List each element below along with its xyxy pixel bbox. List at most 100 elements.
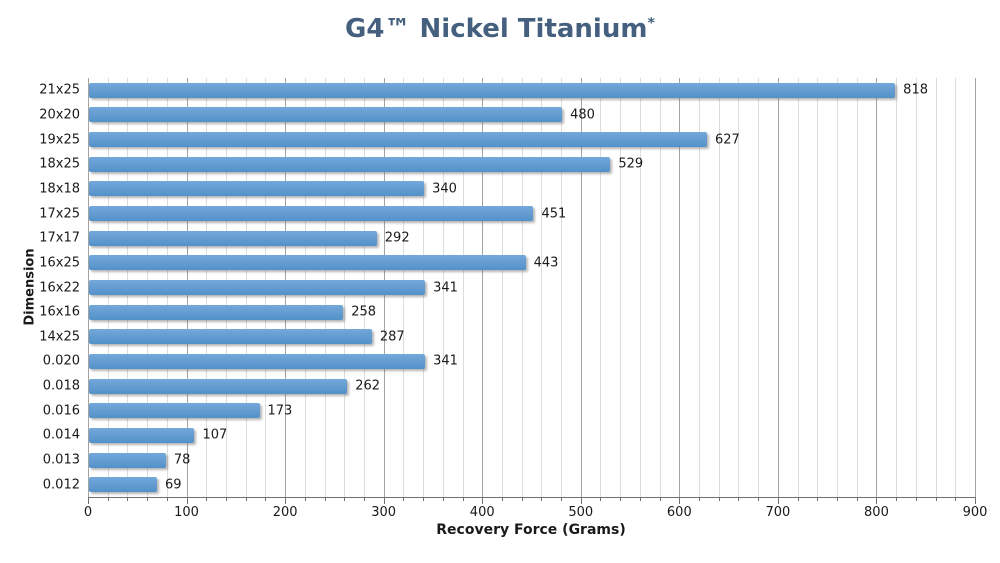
x-axis-tick [718,497,720,501]
gridline-minor [896,78,898,497]
x-axis-tick [935,497,937,501]
bar [89,427,195,443]
chart-title-text: G4™ Nickel Titanium [345,14,648,44]
x-axis-tick [127,497,129,501]
x-axis-tick [324,497,326,501]
bar [89,378,348,394]
y-tick-label: 17x17 [39,230,80,246]
gridline-minor [718,78,720,497]
y-tick-label: 0.016 [42,403,80,419]
gridline-major [876,78,878,497]
y-tick-label: 16x22 [39,280,80,295]
x-axis-tick [521,497,523,501]
y-tick-label: 19x25 [39,132,80,148]
y-tick-label: 0.013 [42,452,80,468]
x-axis-tick [245,497,247,501]
chart-title-asterisk: * [647,15,655,32]
x-tick-label: 600 [666,505,692,520]
x-axis-tick [876,497,878,504]
bar-value-label: 287 [379,329,405,345]
gridline-major [88,78,89,497]
bar [89,156,611,172]
y-tick-label: 21x25 [39,82,80,98]
x-axis-tick [955,497,957,501]
bar-value-label: 529 [618,156,644,172]
gridline-minor [462,78,464,497]
bar [89,353,426,369]
gridline-minor [955,78,957,497]
gridline-major [679,78,681,497]
bar [89,403,260,419]
chart-title: G4™ Nickel Titanium* [0,14,1000,44]
x-axis-tick [699,497,701,501]
bar [89,206,534,222]
gridline-minor [856,78,858,497]
x-axis-tick [265,497,267,501]
bar [89,452,166,468]
x-axis-tick [186,497,188,504]
x-axis-tick [107,497,109,501]
gridline-minor [935,78,937,497]
x-axis-tick [166,497,168,501]
gridline-minor [561,78,563,497]
x-axis-tick [915,497,917,501]
x-tick-label: 800 [864,505,889,520]
x-axis-tick [225,497,227,501]
gridline-minor [915,78,917,497]
bar-value-label: 627 [714,132,740,148]
x-axis-tick [580,497,582,504]
gridline-minor [620,78,622,497]
y-tick-label: 20x20 [39,107,80,123]
bar-value-label: 78 [173,452,191,468]
x-axis-tick [797,497,799,501]
gridline-major [777,78,779,497]
x-axis-tick [600,497,602,501]
x-tick-label: 300 [371,505,397,520]
x-axis-tick [975,497,976,504]
x-axis-tick [88,497,89,504]
x-axis-tick [363,497,365,501]
x-axis-tick [679,497,681,504]
x-axis-tick [561,497,563,501]
y-tick-label: 14x25 [39,329,80,345]
bar-value-label: 451 [541,206,567,222]
y-tick-label: 0.014 [42,427,80,443]
bar-value-label: 258 [351,304,377,320]
x-axis-tick [403,497,405,501]
bar-value-label: 341 [433,280,458,295]
gridline-major [580,78,582,497]
gridline-minor [758,78,760,497]
gridline-major [975,78,976,497]
bar [89,255,526,271]
gridline-minor [738,78,740,497]
plot-area: 0 100 200 300 400 500 600 700 800 900 21x25 818 20x2… [39,78,987,520]
bar-value-label: 173 [267,403,293,419]
x-axis-tick [304,497,306,501]
x-axis-tick [482,497,484,504]
x-axis-tick [758,497,760,501]
gridline-minor [817,78,819,497]
x-tick-label: 900 [962,505,988,520]
x-axis-tick [462,497,464,501]
bar-value-label: 340 [432,181,457,197]
x-axis-tick [659,497,661,501]
x-tick-label: 700 [765,505,791,520]
bar-value-label: 443 [533,255,559,271]
x-axis-title: Recovery Force (Grams) [436,522,626,538]
x-tick-label: 0 [83,505,93,520]
x-axis-tick [501,497,503,501]
x-axis-tick [856,497,858,501]
bar [89,181,425,197]
bar-value-label: 480 [570,107,595,123]
bar [89,132,707,148]
gridline-minor [639,78,641,497]
x-tick-label: 400 [469,505,495,520]
y-tick-label: 0.012 [42,477,80,493]
bar [89,82,896,98]
gridline-minor [541,78,543,497]
gridline-major [482,78,484,497]
x-axis-tick [777,497,779,504]
gridline-minor [837,78,839,497]
x-axis-tick [896,497,898,501]
bar-value-label: 107 [202,427,228,443]
